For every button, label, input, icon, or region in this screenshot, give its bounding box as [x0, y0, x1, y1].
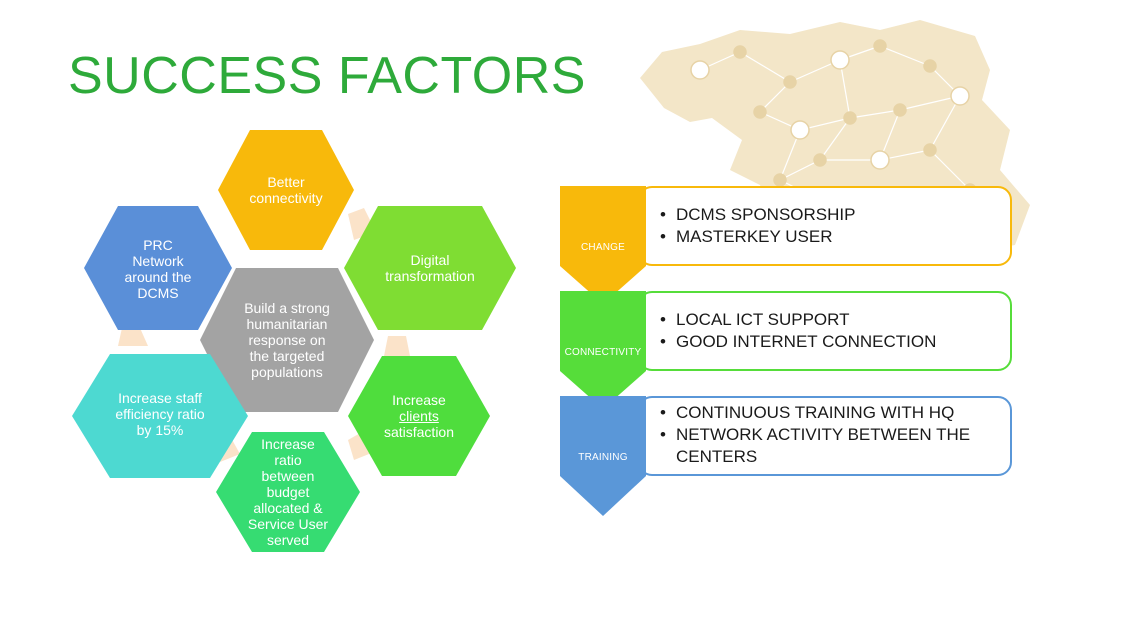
map-node-icon	[790, 120, 810, 140]
map-node-icon	[733, 45, 747, 59]
chevron-training	[560, 396, 646, 516]
list-item: GOOD INTERNET CONNECTION	[660, 331, 1000, 353]
list-item: MASTERKEY USER	[660, 226, 1000, 248]
map-link	[759, 81, 791, 113]
connector-bottom-right	[348, 432, 374, 460]
map-link	[819, 117, 851, 161]
map-node-icon	[923, 143, 937, 157]
hex-staff-efficiency	[72, 354, 248, 478]
hex-label-clients-satisfaction: Increase clients satisfaction	[368, 384, 470, 448]
map-link	[929, 149, 971, 191]
connector-right	[384, 336, 410, 356]
hex-center	[200, 268, 374, 412]
clients-label-underlined: clients	[399, 408, 439, 424]
list-item: CONTINUOUS TRAINING WITH HQ	[660, 402, 1000, 424]
map-node-icon	[843, 111, 857, 125]
hex-label-center: Build a strong humanitarian response on …	[244, 300, 330, 380]
map-node-icon	[753, 105, 767, 119]
map-node-icon	[870, 150, 890, 170]
map-node-icon	[813, 153, 827, 167]
map-node-icon	[873, 39, 887, 53]
hex-label-staff-efficiency: Increase staff efficiency ratio by 15%	[115, 390, 205, 438]
hex-label-digital-transformation: Digital transformation	[385, 252, 475, 284]
hex-label-budget-ratio: Increase ratio between budget allocated …	[247, 436, 329, 548]
map-node-icon	[923, 59, 937, 73]
clients-label-line1: Increase	[392, 392, 446, 408]
map-link	[929, 95, 961, 151]
hex-prc-network	[84, 206, 232, 330]
step-label-connectivity: CONNECTIVITY	[564, 347, 642, 358]
step-label-training: TRAINING	[578, 452, 628, 463]
step-label-change: CHANGE	[581, 242, 625, 253]
page-title: SUCCESS FACTORS	[68, 47, 586, 105]
map-link	[779, 159, 821, 181]
step-list-training: CONTINUOUS TRAINING WITH HQ NETWORK ACTI…	[660, 402, 1000, 468]
chevron-connectivity	[560, 291, 646, 409]
map-link	[849, 109, 901, 119]
step-list-connectivity: LOCAL ICT SUPPORT GOOD INTERNET CONNECTI…	[660, 309, 1000, 353]
hex-clients-satisfaction	[348, 356, 490, 476]
map-node-icon	[893, 103, 907, 117]
map-link	[839, 59, 851, 119]
hex-better-connectivity	[218, 130, 354, 250]
hex-budget-ratio	[216, 432, 360, 552]
map-node-icon	[950, 86, 970, 106]
hex-label-prc-network: PRC Network around the DCMS	[124, 237, 192, 301]
map-node-icon	[690, 60, 710, 80]
map-link	[899, 95, 961, 111]
list-item: LOCAL ICT SUPPORT	[660, 309, 1000, 331]
list-item: NETWORK ACTIVITY BETWEEN THE CENTERS	[660, 424, 1000, 468]
list-item: DCMS SPONSORSHIP	[660, 204, 1000, 226]
hex-label-better-connectivity: Better connectivity	[249, 174, 323, 206]
hex-digital-transformation	[344, 206, 516, 330]
chevron-change	[560, 186, 646, 304]
map-link	[739, 51, 791, 83]
step-list-change: DCMS SPONSORSHIP MASTERKEY USER	[660, 204, 1000, 248]
clients-label-line3: satisfaction	[383, 424, 455, 440]
map-node-icon	[783, 75, 797, 89]
map-node-icon	[830, 50, 850, 70]
map-link	[879, 45, 931, 67]
connector-left	[118, 328, 148, 346]
